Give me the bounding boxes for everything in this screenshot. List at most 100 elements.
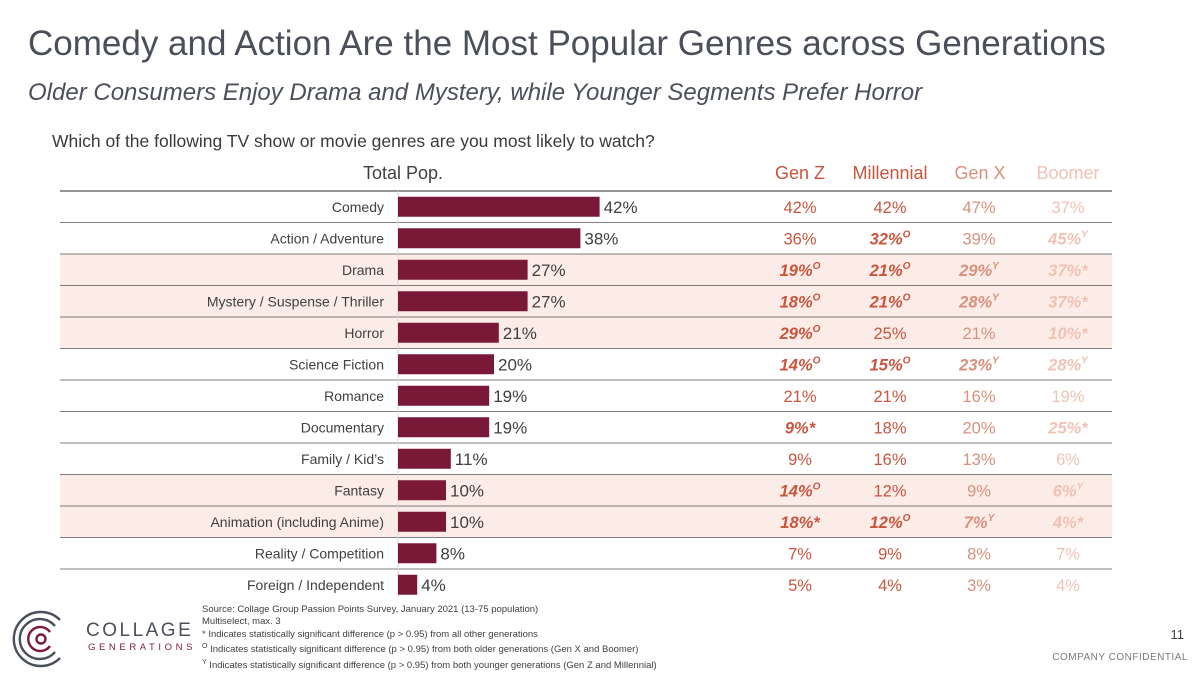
page-number: 11 [1170, 627, 1185, 642]
bar [398, 480, 446, 501]
category-label: Drama [342, 262, 384, 278]
category-label: Mystery / Suspense / Thriller [207, 293, 384, 309]
generation-cell: 42% [783, 199, 816, 217]
bar [398, 196, 600, 217]
bar-value-label: 11% [455, 450, 488, 469]
logo-tagline: GENERATIONS [88, 642, 197, 653]
row-highlight [60, 285, 1112, 317]
generation-cell: 28%Y [958, 292, 1000, 311]
category-label: Horror [344, 325, 384, 341]
footnote-source: Source: Collage Group Passion Points Sur… [202, 604, 539, 615]
bar [398, 417, 490, 438]
generation-cell: 18% [873, 419, 906, 437]
generation-cell: 20% [962, 419, 995, 437]
category-label: Romance [324, 388, 384, 404]
generation-cell: 21% [873, 388, 906, 406]
footnote-o-text: Indicates statistically significant diff… [207, 644, 639, 656]
generation-cell: 3% [967, 577, 991, 595]
generation-cell: 12% [873, 482, 906, 500]
generation-cell: 7% [788, 545, 812, 563]
generation-cell: 9% [967, 482, 991, 500]
generation-cell: 15%O [870, 355, 911, 374]
generation-cell: 7%Y [964, 513, 996, 532]
millennial-header: Millennial [852, 163, 928, 183]
bar [398, 511, 446, 532]
generation-cell: 37%* [1048, 293, 1089, 311]
generation-cell: 39% [962, 230, 995, 248]
bar-value-label: 20% [498, 355, 532, 374]
gen-z-header: Gen Z [774, 163, 826, 183]
logo-mark-icon [12, 610, 61, 668]
bar-value-label: 10% [450, 513, 484, 532]
generation-cell: 29%O [779, 324, 821, 343]
footnote-y-text: Indicates statistically significant diff… [206, 659, 657, 671]
generation-cell: 37%* [1048, 262, 1089, 280]
generation-cell: 4%* [1052, 514, 1085, 532]
generation-cell: 21%O [869, 292, 911, 311]
total-pop-header: Total Pop. [362, 163, 444, 183]
category-label: Reality / Competition [255, 545, 384, 561]
row-highlight [60, 254, 1112, 286]
category-label: Science Fiction [289, 356, 384, 372]
generation-cell: 36% [783, 230, 816, 248]
bar-value-label: 38% [584, 229, 618, 248]
bar-value-label: 19% [493, 387, 527, 406]
bar [398, 322, 499, 343]
generation-cell: 28%Y [1047, 355, 1089, 374]
bar [398, 574, 418, 595]
genre-bar-chart: Comedy 42% 42% 42% 47% 37% Action / Adventure 3… [60, 190, 1112, 597]
page-title: Comedy and Action Are the Most Popular G… [28, 24, 1106, 63]
bar [398, 385, 490, 406]
generation-cell: 25% [873, 325, 906, 343]
footnotes: Source: Collage Group Passion Points Sur… [202, 604, 657, 672]
generation-cell: 37% [1051, 199, 1084, 217]
collage-generations-logo: COLLAGE GENERATIONS [8, 606, 198, 670]
footnote-star: * Indicates statistically significant di… [202, 628, 538, 640]
bar-value-label: 42% [604, 198, 638, 217]
generation-cell: 21% [783, 388, 816, 406]
generation-cell: 5% [788, 577, 812, 595]
generation-cell: 19%O [780, 261, 821, 280]
generation-cell: 25%* [1047, 419, 1089, 437]
gen-x-header: Gen X [954, 163, 1006, 183]
generation-cell: 32%O [870, 229, 911, 248]
category-label: Comedy [332, 199, 384, 215]
bar [398, 448, 451, 469]
generation-cell: 47% [962, 199, 995, 217]
generation-cell: 29%Y [958, 261, 1000, 280]
category-label: Animation (including Anime) [210, 514, 384, 530]
category-label: Fantasy [334, 482, 384, 498]
row-highlight [60, 506, 1112, 538]
generation-cell: 16% [962, 388, 995, 406]
bar-value-label: 4% [421, 576, 446, 595]
footnote-y: Y Indicates statistically significant di… [202, 657, 657, 673]
generation-cell: 45%Y [1047, 229, 1089, 248]
footnote-y-mark: Y [202, 658, 207, 666]
bar-value-label: 21% [503, 324, 537, 343]
row-highlight [60, 317, 1112, 349]
generation-cell: 9% [788, 451, 812, 469]
logo-wordmark: COLLAGE [86, 620, 194, 641]
bar-value-label: 8% [440, 544, 465, 563]
category-label: Family / Kid’s [301, 451, 384, 467]
survey-question: Which of the following TV show or movie … [52, 131, 655, 151]
generation-cell: 18%* [780, 514, 821, 532]
footnote-o: O Indicates statistically significant di… [202, 641, 657, 657]
generation-cell: 7% [1056, 545, 1080, 563]
row-highlight [60, 474, 1112, 506]
generation-cell: 4% [1056, 577, 1080, 595]
generation-cell: 16% [873, 451, 906, 469]
bar-value-label: 27% [532, 292, 566, 311]
bar [398, 259, 528, 280]
category-label: Action / Adventure [270, 230, 384, 246]
generation-cell: 18%O [780, 292, 821, 311]
generation-cell: 4% [878, 577, 902, 595]
generation-cell: 19% [1051, 388, 1084, 406]
generation-cell: 9%* [785, 419, 817, 437]
generation-cell: 10%* [1048, 325, 1089, 343]
generation-cell: 14%O [780, 355, 821, 374]
bar [398, 543, 437, 564]
generation-cell: 23%Y [958, 355, 1000, 374]
boomer-header: Boomer [1036, 163, 1100, 183]
category-label: Foreign / Independent [247, 577, 384, 593]
